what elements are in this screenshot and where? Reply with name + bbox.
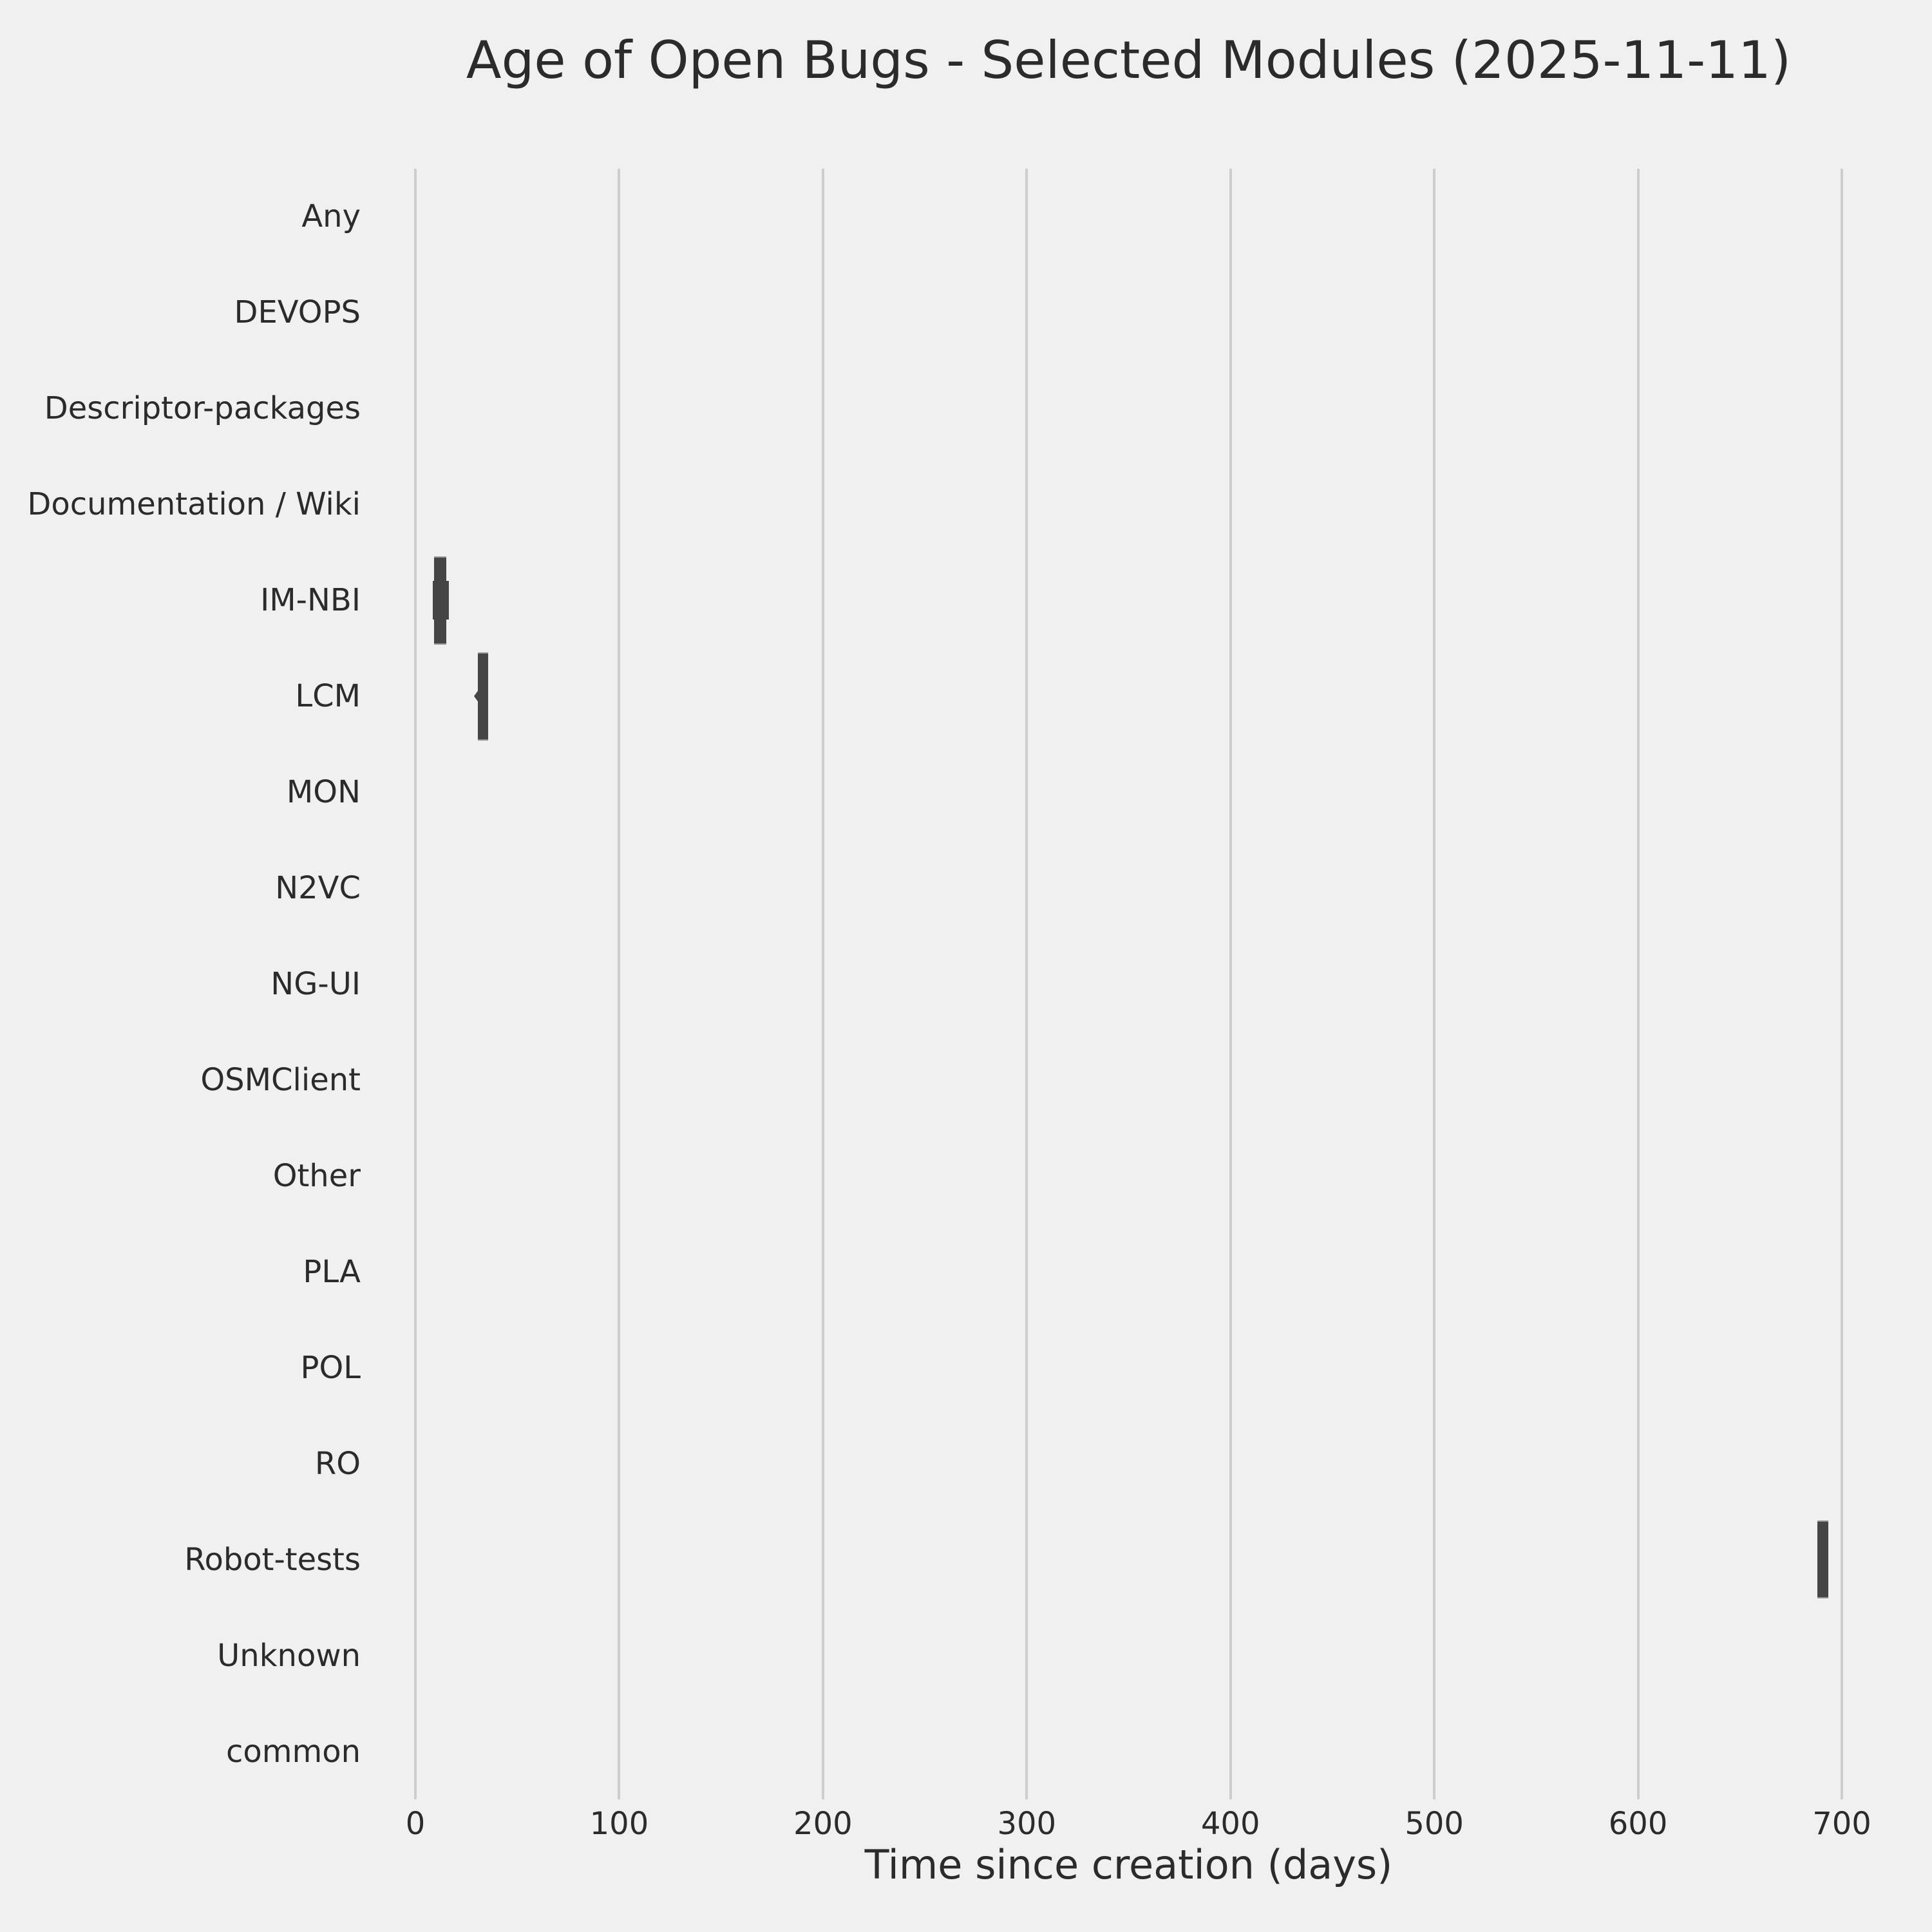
gridline <box>1636 169 1640 1799</box>
violin-body <box>478 652 488 741</box>
x-tick-label: 600 <box>1608 1806 1668 1842</box>
category-label: Descriptor-packages <box>44 390 361 427</box>
gridline <box>821 169 824 1799</box>
x-tick-label: 700 <box>1812 1806 1871 1842</box>
gridline <box>1841 169 1843 1799</box>
category-label: Any <box>301 198 361 235</box>
x-tick-label: 300 <box>997 1806 1057 1842</box>
category-label: NG-UI <box>270 966 361 1002</box>
x-tick-label: 100 <box>589 1806 649 1842</box>
gridline <box>618 169 621 1799</box>
category-label: MON <box>286 774 361 811</box>
gridline <box>1229 169 1232 1799</box>
x-tick-label: 500 <box>1405 1806 1464 1842</box>
x-axis-label: Time since creation (days) <box>864 1841 1393 1888</box>
category-label: Robot-tests <box>184 1541 361 1578</box>
category-label: Other <box>272 1157 361 1194</box>
violin-body <box>1817 1520 1829 1598</box>
category-label: common <box>225 1733 361 1770</box>
gridline <box>414 169 417 1799</box>
gridline <box>1025 169 1028 1799</box>
chart-title: Age of Open Bugs - Selected Modules (202… <box>466 30 1792 90</box>
violin-bulge <box>432 581 449 620</box>
category-label: DEVOPS <box>234 294 361 331</box>
x-tick-label: 400 <box>1200 1806 1260 1842</box>
category-label: POL <box>300 1349 361 1386</box>
category-label: Unknown <box>217 1637 361 1674</box>
violin-notch <box>474 689 480 704</box>
x-tick-label: 0 <box>405 1806 426 1842</box>
category-label: PLA <box>303 1253 361 1290</box>
category-label: IM-NBI <box>260 582 361 619</box>
category-label: RO <box>314 1445 361 1482</box>
category-label: N2VC <box>275 870 361 907</box>
category-label: Documentation / Wiki <box>27 486 361 523</box>
gridline <box>1433 169 1436 1799</box>
x-tick-label: 200 <box>793 1806 853 1842</box>
category-label: LCM <box>295 678 361 715</box>
category-label: OSMClient <box>200 1061 361 1098</box>
